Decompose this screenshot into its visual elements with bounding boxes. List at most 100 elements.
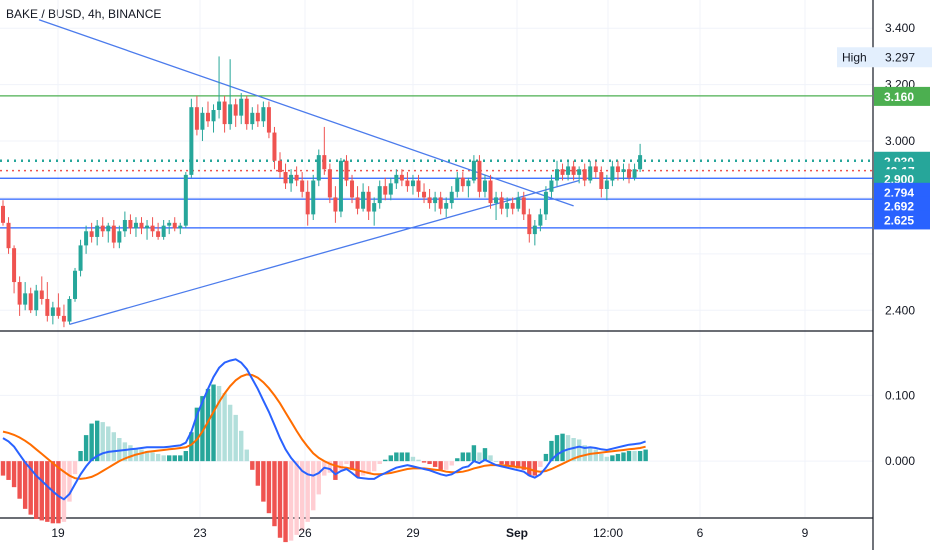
candle-body xyxy=(549,180,554,192)
macd-histogram-bar xyxy=(94,420,100,462)
chart-title: BAKE / BUSD, 4h, BINANCE xyxy=(6,7,162,21)
candle-body xyxy=(95,225,100,237)
macd-histogram-bar xyxy=(333,461,338,480)
candle-body xyxy=(167,222,172,226)
macd-histogram-bar xyxy=(582,445,587,462)
candle-body xyxy=(150,225,155,232)
candle-body xyxy=(410,180,415,187)
macd-histogram-bar xyxy=(200,396,205,462)
price-tick-label: 2.400 xyxy=(885,303,915,317)
candle-body xyxy=(84,231,89,246)
macd-histogram-bar xyxy=(205,388,211,462)
candle-body xyxy=(516,197,521,209)
candle-body xyxy=(222,101,227,125)
candle-body xyxy=(217,101,222,110)
macd-histogram-bar xyxy=(106,426,111,462)
macd-histogram-bar xyxy=(11,461,17,488)
candle-body xyxy=(482,180,487,192)
macd-histogram-bar xyxy=(17,461,22,499)
macd-line xyxy=(2,358,646,501)
candle-body xyxy=(61,315,66,322)
macd-histogram-bar xyxy=(466,452,471,462)
macd-histogram-bar xyxy=(178,455,183,462)
candle-body xyxy=(621,169,626,173)
candle-body xyxy=(505,203,510,209)
candle-body xyxy=(50,307,55,316)
candle-body xyxy=(73,270,78,299)
macd-histogram-bar xyxy=(565,435,571,462)
macd-histogram-bar xyxy=(227,404,233,462)
macd-histogram-bar xyxy=(288,461,294,541)
macd-histogram-bar xyxy=(111,432,116,462)
macd-histogram-bar xyxy=(504,461,510,466)
macd-histogram-bar xyxy=(34,461,39,519)
macd-histogram-bar xyxy=(72,461,78,475)
candle-body xyxy=(211,110,216,122)
candle-body xyxy=(250,112,255,125)
macd-histogram-bar xyxy=(510,461,515,467)
macd-histogram-bar xyxy=(233,414,238,462)
macd-histogram-bar xyxy=(100,422,105,462)
time-tick-label: 29 xyxy=(406,526,420,540)
candle-body xyxy=(133,222,138,229)
macd-histogram-bar xyxy=(255,461,261,486)
macd-histogram-bar xyxy=(0,461,6,476)
macd-histogram-bar xyxy=(560,433,565,462)
candle-body xyxy=(200,112,205,130)
macd-histogram-bar xyxy=(83,435,89,462)
price-tick-label: 3.000 xyxy=(885,134,915,148)
candle-body xyxy=(23,293,28,305)
candle-body xyxy=(100,225,105,232)
macd-histogram-bar xyxy=(28,461,33,515)
macd-histogram-bar xyxy=(637,451,643,462)
high-value-box xyxy=(873,47,932,68)
grid xyxy=(0,0,874,550)
macd-tick-label: 0.100 xyxy=(885,388,915,402)
signal-line xyxy=(2,373,646,480)
candle-body xyxy=(460,177,465,187)
candle-body xyxy=(405,180,410,187)
candle-body xyxy=(632,169,637,178)
candle-body xyxy=(311,180,316,215)
candle-body xyxy=(294,174,299,181)
macd-histogram-bar xyxy=(172,455,177,462)
candle-body xyxy=(117,231,122,243)
time-tick-label: 19 xyxy=(51,526,65,540)
candle-body xyxy=(366,191,371,212)
candle-body xyxy=(266,107,271,133)
macd-histogram-bar xyxy=(150,452,155,462)
macd-histogram-bar xyxy=(632,451,637,462)
candle-body xyxy=(560,169,565,175)
trendlines xyxy=(38,19,580,325)
macd-histogram-bar xyxy=(593,449,598,462)
macd-histogram-bar xyxy=(444,461,449,470)
macd-histogram-bar xyxy=(56,461,61,524)
macd-histogram-bar xyxy=(516,461,521,469)
candle-body xyxy=(327,169,332,198)
candle-body xyxy=(244,98,249,125)
macd-histogram-bar xyxy=(183,451,189,462)
price-tag-level-blue: 2.625 xyxy=(884,213,914,227)
candle-body xyxy=(527,214,532,235)
macd-histogram-bar xyxy=(421,461,427,463)
candle-body xyxy=(161,225,166,237)
macd-histogram-bar xyxy=(283,461,288,543)
candle-body xyxy=(627,169,632,178)
candle-body xyxy=(372,203,377,212)
candle-body xyxy=(538,214,543,226)
candle-body xyxy=(255,112,260,122)
candle-body xyxy=(183,174,188,226)
macd-histogram-bar xyxy=(311,461,316,511)
macd-histogram-bar xyxy=(488,455,493,462)
candle-body xyxy=(78,245,83,271)
candle-body xyxy=(300,180,305,192)
high-label-box xyxy=(837,47,873,68)
time-tick-label: 6 xyxy=(697,526,704,540)
macd-histogram-bar xyxy=(621,452,626,462)
candle-body xyxy=(111,225,116,243)
macd-histogram-bar xyxy=(338,461,344,470)
macd-histogram-bar xyxy=(45,461,50,522)
candle-body xyxy=(333,197,338,212)
